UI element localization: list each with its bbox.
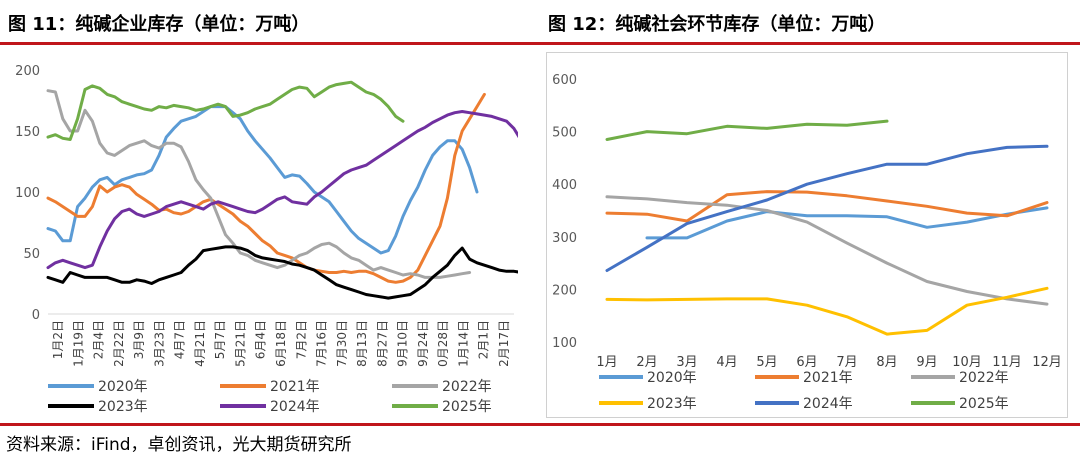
x-tick-label: 8月27日 <box>375 320 389 367</box>
series-line-2020 <box>645 206 1049 240</box>
x-tick-label: 6月4日 <box>254 320 268 359</box>
x-tick-label: 5月 <box>756 355 777 370</box>
x-tick-label: 5月7日 <box>213 320 227 359</box>
source-note: 资料来源：iFind，卓创资讯，光大期货研究所 <box>6 435 352 455</box>
x-tick-label: 4月21日 <box>193 320 207 367</box>
social-inventory-svg: 100 200 300 400 500 600 1月 2月 3月 4月 5月 6月 7月 8月 9月 10月 1… <box>552 73 1062 412</box>
x-tick-label: 3月 <box>676 355 697 370</box>
series-line-2020 <box>46 105 479 255</box>
y-tick-label: 50 <box>23 247 40 262</box>
series-line-2023 <box>605 286 1049 336</box>
series-line-2021 <box>46 92 486 284</box>
x-tick-label: 6月18日 <box>274 320 288 367</box>
figure-12-title: 图 12：纯碱社会环节库存（单位：万吨） <box>548 14 886 35</box>
legend-label-2025: 2025年 <box>442 399 492 415</box>
x-tick-label: 0月28日 <box>436 320 450 367</box>
enterprise-inventory-chart: 0 50 100 150 200 1月2日 1月19日 2月4日 2月22日 3月9日 3月23日 4… <box>6 52 523 418</box>
social-inventory-chart: 100 200 300 400 500 600 1月 2月 3月 4月 5月 6月 7月 8月 9月 10月 1… <box>546 52 1068 418</box>
x-tick-label: 7月2日 <box>294 320 308 359</box>
x-tick-label: 9月10日 <box>396 320 410 367</box>
series-line-2022 <box>46 89 472 279</box>
series-line-2022 <box>605 195 1049 306</box>
y-tick-label: 400 <box>552 178 577 193</box>
x-tick-label: 11月 <box>992 355 1022 370</box>
legend-label-2021: 2021年 <box>803 370 853 386</box>
legend-label-2023: 2023年 <box>98 399 148 415</box>
x-tick-label: 7月16日 <box>315 320 329 367</box>
x-tick-label: 3月9日 <box>132 320 146 359</box>
x-tick-label: 9月24日 <box>416 320 430 367</box>
x-tick-label: 12月 <box>1032 355 1062 370</box>
y-tick-label: 100 <box>15 186 40 201</box>
x-tick-label: 1月19日 <box>71 320 85 367</box>
y-tick-label: 500 <box>552 126 577 141</box>
y-tick-label: 150 <box>15 125 40 140</box>
x-tick-label: 2月1日 <box>477 320 491 359</box>
x-tick-label: 2月17日 <box>497 320 511 367</box>
legend-label-2021: 2021年 <box>270 379 320 395</box>
x-tick-label: 6月 <box>796 355 817 370</box>
top-divider-line <box>0 42 1080 45</box>
legend-label-2024: 2024年 <box>270 399 320 415</box>
legend-label-2020: 2020年 <box>98 379 148 395</box>
x-tick-label: 9月 <box>916 355 937 370</box>
figure-11-title: 图 11：纯碱企业库存（单位：万吨） <box>8 14 310 35</box>
x-tick-label: 1月2日 <box>51 320 65 359</box>
legend-label-2024: 2024年 <box>803 396 853 412</box>
x-tick-label: 7月30日 <box>335 320 349 367</box>
x-tick-label: 2月22日 <box>112 320 126 367</box>
x-tick-label: 4月 <box>716 355 737 370</box>
series-line-2023 <box>46 245 523 300</box>
legend-label-2020: 2020年 <box>647 370 697 386</box>
x-tick-label: 8月 <box>876 355 897 370</box>
series-line-2021 <box>605 190 1049 223</box>
x-tick-label: 4月7日 <box>173 320 187 359</box>
legend-label-2025: 2025年 <box>959 396 1009 412</box>
y-tick-label: 600 <box>552 73 577 88</box>
x-tick-label: 3月23日 <box>152 320 166 367</box>
legend-label-2022: 2022年 <box>959 370 1009 386</box>
legend-label-2022: 2022年 <box>442 379 492 395</box>
series-line-2024 <box>46 110 523 270</box>
x-tick-label: 2月 <box>636 355 657 370</box>
x-tick-label: 1月14日 <box>456 320 470 367</box>
bottom-divider-line <box>0 423 1080 426</box>
x-tick-label: 5月21日 <box>233 320 247 367</box>
x-tick-label: 8月13日 <box>355 320 369 367</box>
enterprise-inventory-svg: 0 50 100 150 200 1月2日 1月19日 2月4日 2月22日 3月9日 3月23日 4… <box>15 64 523 415</box>
x-tick-label: 2月4日 <box>92 320 106 359</box>
x-tick-label: 10月 <box>952 355 982 370</box>
y-tick-label: 100 <box>552 336 577 351</box>
y-tick-label: 200 <box>552 283 577 298</box>
x-tick-label: 1月 <box>596 355 617 370</box>
x-tick-label: 7月 <box>836 355 857 370</box>
series-line-2025 <box>605 119 889 141</box>
y-tick-label: 200 <box>15 64 40 79</box>
legend-label-2023: 2023年 <box>647 396 697 412</box>
series-line-2025 <box>46 80 405 141</box>
series-line-2024 <box>605 144 1049 272</box>
y-tick-label: 0 <box>32 308 40 323</box>
y-tick-label: 300 <box>552 231 577 246</box>
